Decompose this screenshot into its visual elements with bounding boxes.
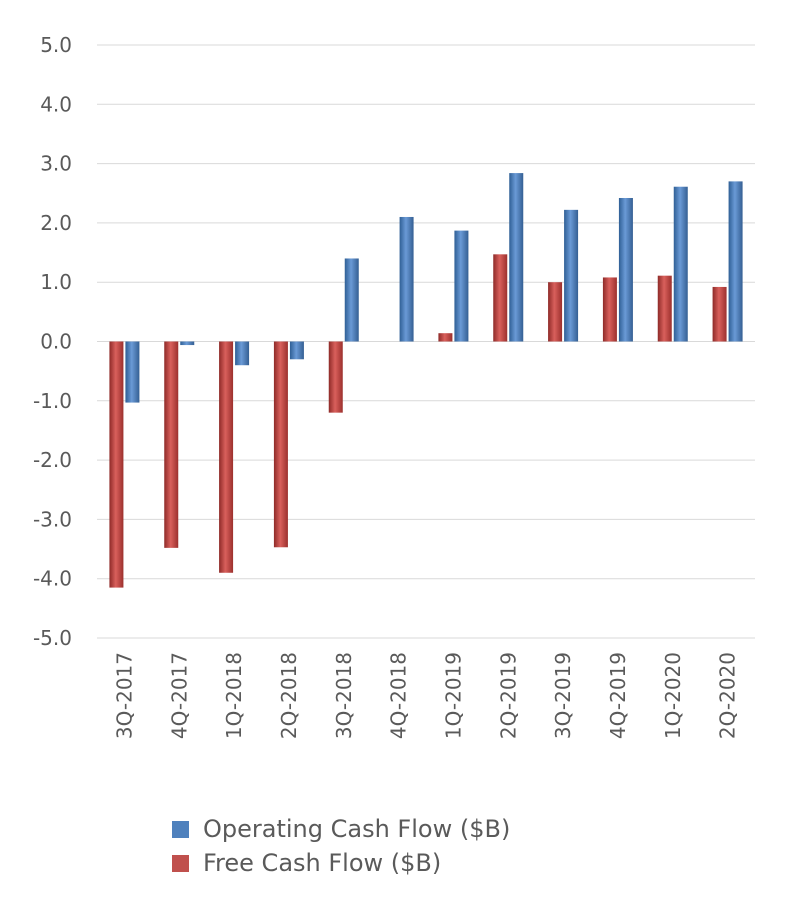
legend-label-free: Free Cash Flow ($B) (203, 849, 442, 877)
x-tick-label: 1Q-2019 (441, 652, 465, 739)
y-tick-label: -2.0 (33, 448, 72, 472)
bar-free-cash-flow-3Q-2018 (328, 341, 343, 413)
bar-free-cash-flow-3Q-2019 (548, 282, 563, 342)
bars (109, 173, 743, 588)
y-tick-label: 5.0 (40, 33, 72, 57)
x-tick-label: 3Q-2018 (332, 652, 356, 739)
bar-operating-cash-flow-3Q-2019 (564, 209, 579, 342)
x-axis-tick-labels: 3Q-2017 4Q-2017 1Q-2018 2Q-2018 3Q-2018 4Q-20… (112, 652, 739, 739)
x-tick-label: 2Q-2020 (716, 652, 740, 739)
y-tick-label: 4.0 (40, 92, 72, 116)
y-axis-tick-labels: 5.0 4.0 3.0 2.0 1.0 0.0 -1.0 -2.0 -3.0 -4.0 -5.0 (33, 33, 72, 650)
x-tick-label: 3Q-2019 (551, 652, 575, 739)
y-tick-label: -3.0 (33, 507, 72, 531)
bar-operating-cash-flow-1Q-2018 (235, 341, 250, 366)
x-tick-label: 2Q-2019 (496, 652, 520, 739)
bar-operating-cash-flow-3Q-2017 (125, 341, 140, 403)
x-tick-label: 4Q-2017 (167, 652, 191, 739)
bar-free-cash-flow-2Q-2020 (712, 286, 727, 342)
bar-operating-cash-flow-3Q-2018 (344, 258, 359, 342)
bar-operating-cash-flow-4Q-2018 (399, 216, 414, 342)
bar-operating-cash-flow-4Q-2019 (618, 197, 633, 342)
x-tick-label: 2Q-2018 (277, 652, 301, 739)
y-tick-label: 2.0 (40, 211, 72, 235)
legend: Operating Cash Flow ($B) Free Cash Flow … (172, 812, 510, 880)
bar-free-cash-flow-2Q-2019 (493, 254, 508, 342)
cash-flow-bar-chart: 5.0 4.0 3.0 2.0 1.0 0.0 -1.0 -2.0 -3.0 -4.0 -5.0 3… (33, 33, 755, 739)
x-tick-label: 4Q-2018 (387, 652, 411, 739)
bar-operating-cash-flow-1Q-2019 (454, 230, 469, 342)
bar-operating-cash-flow-1Q-2020 (673, 186, 688, 342)
y-tick-label: -4.0 (33, 567, 72, 591)
legend-swatch-free (172, 854, 189, 872)
x-tick-label: 3Q-2017 (112, 652, 136, 739)
bar-operating-cash-flow-2Q-2020 (728, 181, 743, 342)
bar-free-cash-flow-1Q-2018 (219, 341, 234, 573)
legend-item-free: Free Cash Flow ($B) (172, 846, 510, 880)
bar-free-cash-flow-1Q-2020 (657, 275, 672, 342)
x-tick-label: 4Q-2019 (606, 652, 630, 739)
y-tick-label: -5.0 (33, 626, 72, 650)
bar-free-cash-flow-4Q-2019 (602, 277, 617, 342)
bar-free-cash-flow-2Q-2018 (273, 341, 288, 548)
bar-operating-cash-flow-2Q-2019 (509, 173, 524, 342)
y-tick-label: 0.0 (40, 330, 72, 354)
x-tick-label: 1Q-2020 (661, 652, 685, 739)
bar-free-cash-flow-4Q-2017 (164, 341, 179, 548)
bar-operating-cash-flow-4Q-2017 (180, 341, 195, 346)
legend-label-operating: Operating Cash Flow ($B) (203, 815, 511, 843)
gridlines (97, 44, 755, 639)
bar-free-cash-flow-1Q-2019 (438, 333, 453, 342)
legend-item-operating: Operating Cash Flow ($B) (172, 812, 510, 846)
y-tick-label: 3.0 (40, 152, 72, 176)
y-tick-label: 1.0 (40, 270, 72, 294)
legend-swatch-operating (172, 820, 189, 838)
bar-operating-cash-flow-2Q-2018 (289, 341, 304, 360)
bar-free-cash-flow-3Q-2017 (109, 341, 124, 588)
y-tick-label: -1.0 (33, 389, 72, 413)
x-tick-label: 1Q-2018 (222, 652, 246, 739)
